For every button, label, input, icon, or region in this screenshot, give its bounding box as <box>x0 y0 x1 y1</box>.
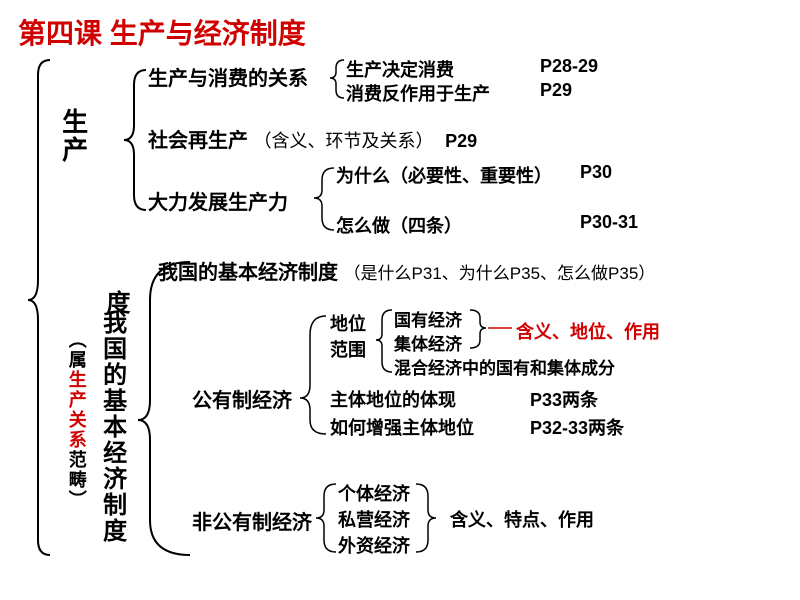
root-degree-char: 度 <box>98 290 133 316</box>
